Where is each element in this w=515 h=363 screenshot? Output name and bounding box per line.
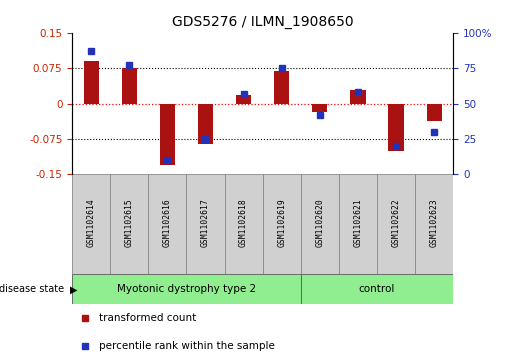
Bar (72, 274, 301, 304)
Text: GSM1102616: GSM1102616 (163, 198, 172, 247)
Bar (198, 103, 213, 144)
Text: Myotonic dystrophy type 2: Myotonic dystrophy type 2 (117, 284, 256, 294)
Bar (274, 72, 289, 103)
Text: disease state: disease state (0, 284, 67, 294)
Bar (377, 174, 415, 274)
Text: GSM1102622: GSM1102622 (391, 198, 401, 247)
Bar (186, 174, 225, 274)
Bar (415, 174, 453, 274)
Bar (110, 174, 148, 274)
Bar (339, 174, 377, 274)
Bar (301, 174, 339, 274)
Text: ▶: ▶ (70, 284, 77, 294)
Text: transformed count: transformed count (99, 313, 196, 323)
Bar (263, 174, 301, 274)
Bar (148, 174, 186, 274)
Text: GSM1102614: GSM1102614 (87, 198, 96, 247)
Text: GSM1102615: GSM1102615 (125, 198, 134, 247)
Text: GSM1102618: GSM1102618 (239, 198, 248, 247)
Bar (388, 103, 404, 151)
Text: percentile rank within the sample: percentile rank within the sample (99, 340, 274, 351)
Bar (225, 174, 263, 274)
Bar (83, 61, 99, 103)
Bar (426, 103, 442, 122)
Bar (301, 274, 453, 304)
Text: GSM1102621: GSM1102621 (353, 198, 363, 247)
Title: GDS5276 / ILMN_1908650: GDS5276 / ILMN_1908650 (172, 15, 353, 29)
Bar (236, 95, 251, 103)
Text: GSM1102620: GSM1102620 (315, 198, 324, 247)
Bar (312, 103, 328, 112)
Text: GSM1102617: GSM1102617 (201, 198, 210, 247)
Bar (350, 90, 366, 103)
Text: GSM1102623: GSM1102623 (430, 198, 439, 247)
Bar (160, 103, 175, 165)
Text: control: control (359, 284, 395, 294)
Bar (122, 68, 137, 103)
Bar (72, 174, 110, 274)
Text: GSM1102619: GSM1102619 (277, 198, 286, 247)
